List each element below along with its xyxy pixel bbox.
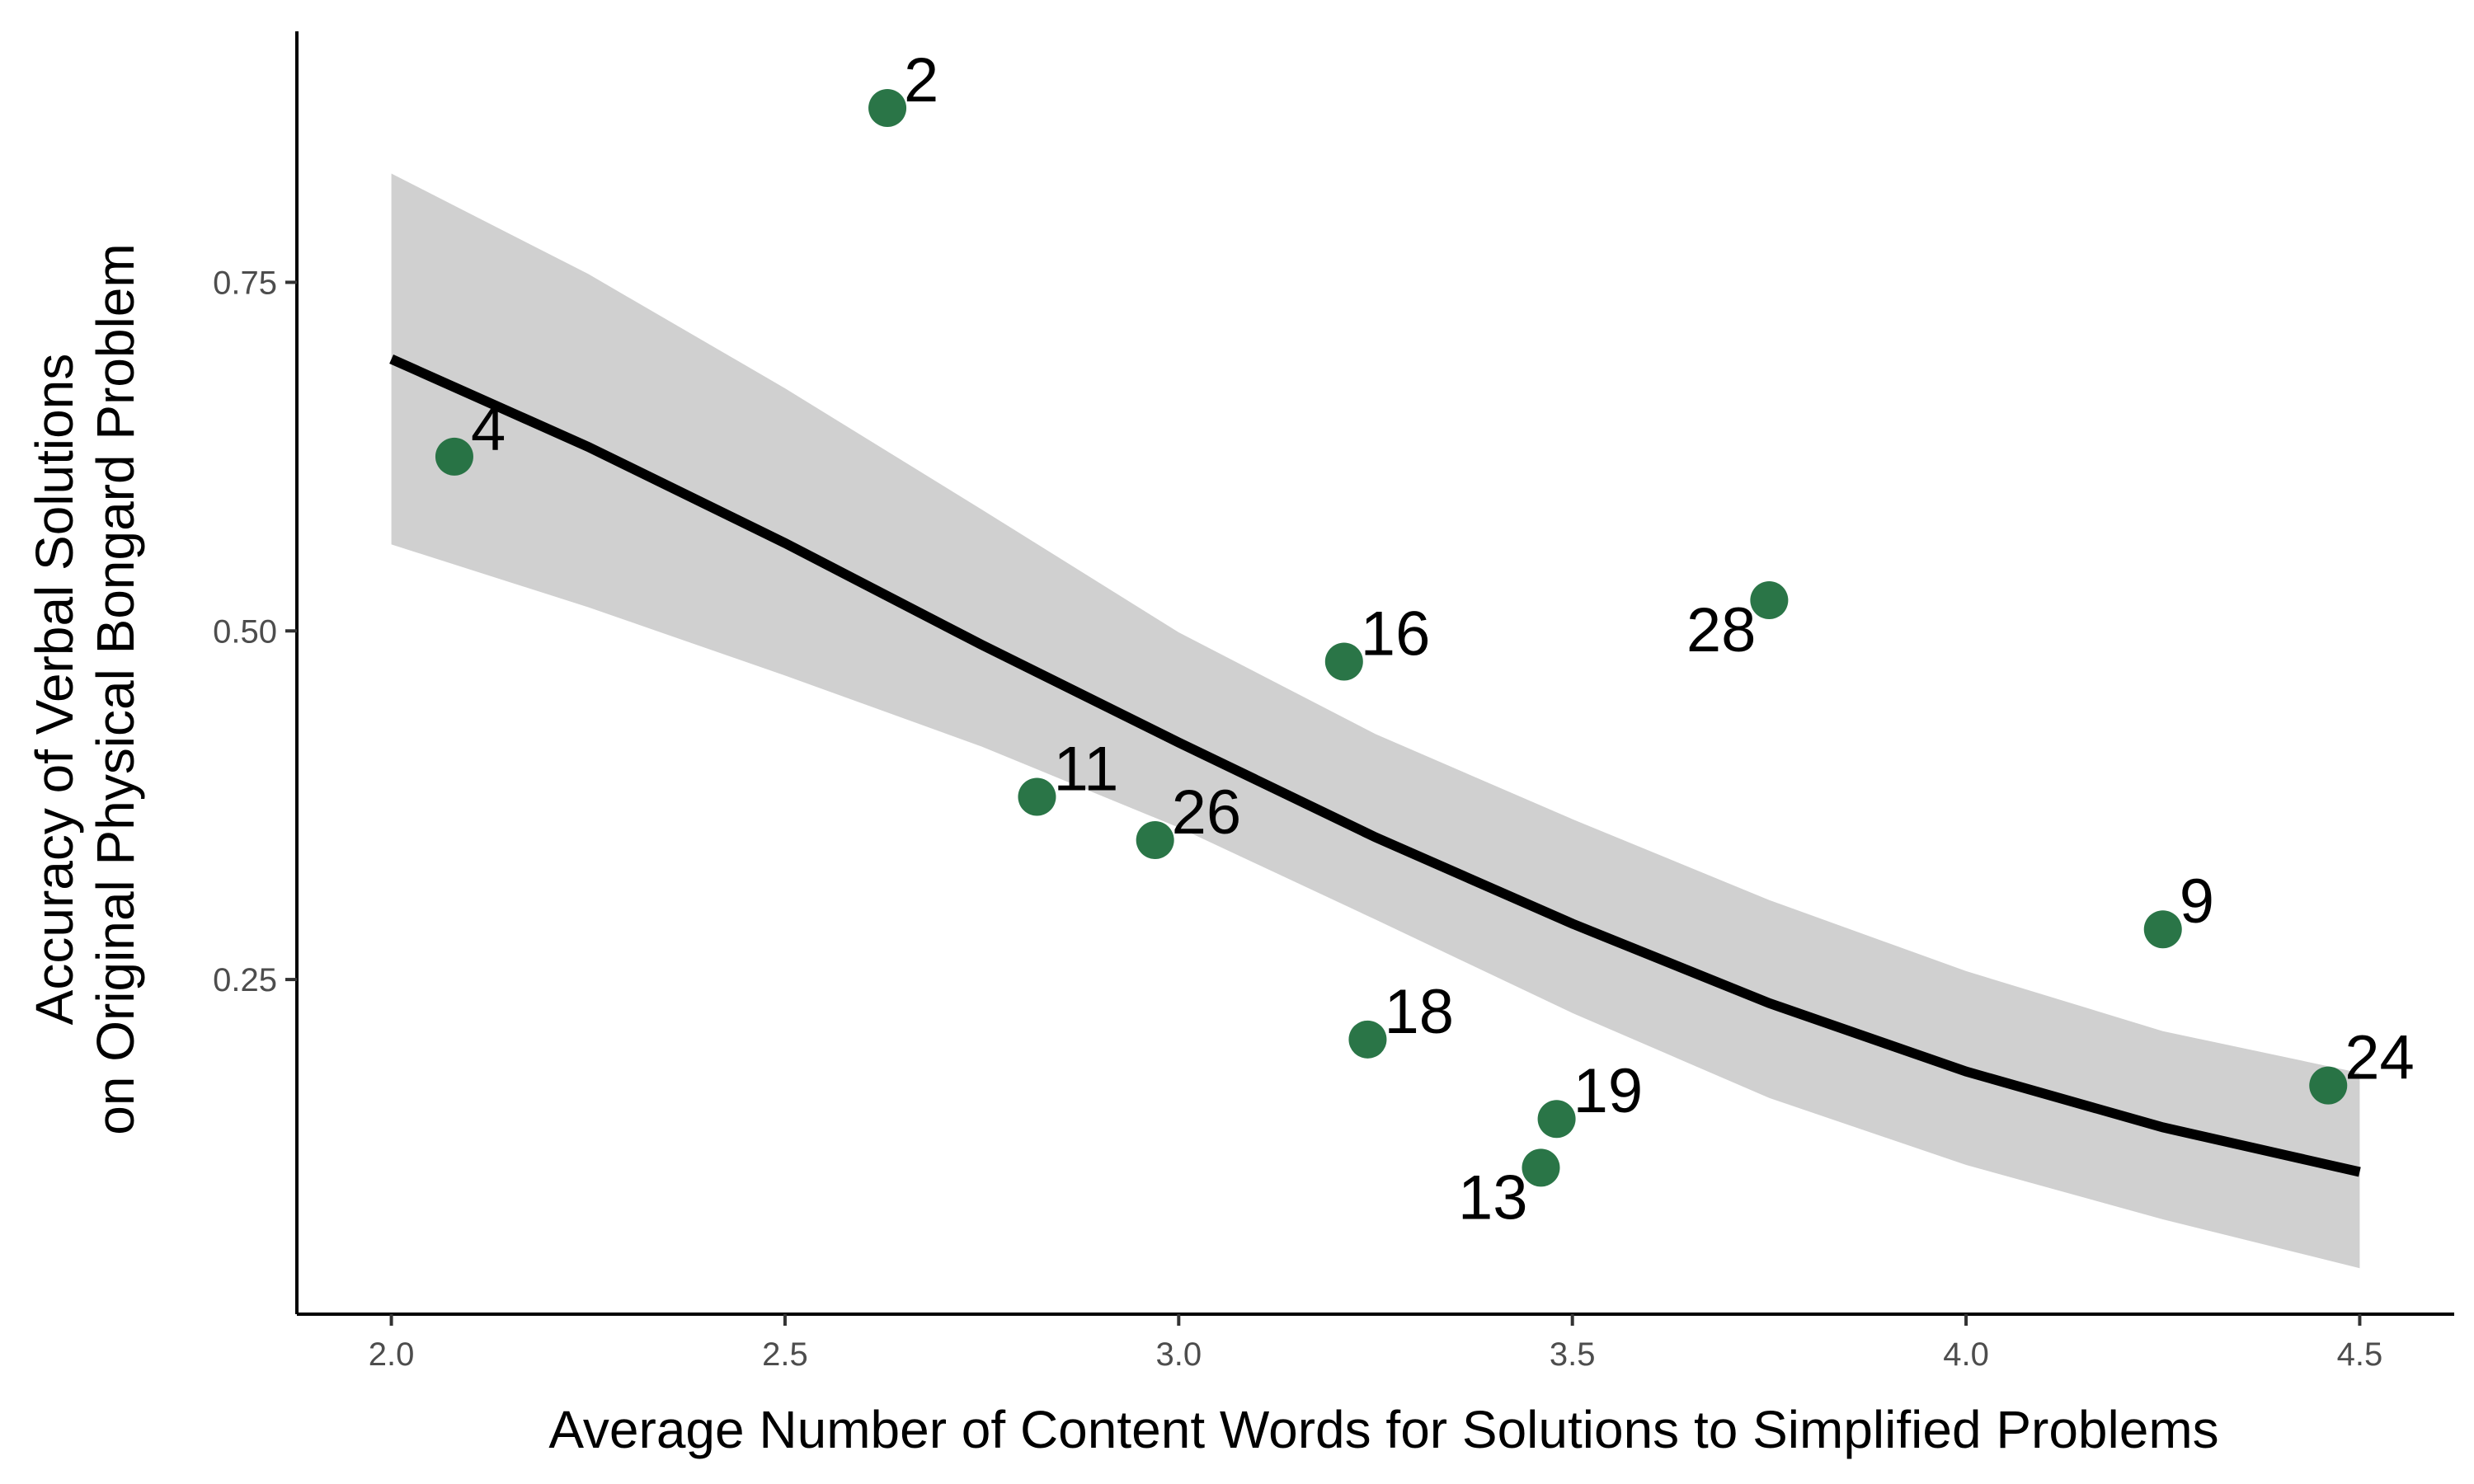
data-point <box>1348 1020 1387 1059</box>
point-label: 2 <box>904 45 938 115</box>
y-axis-title-line: Accuracy of Verbal Solutions <box>25 354 84 1026</box>
data-point <box>435 437 473 476</box>
point-label: 4 <box>471 394 506 464</box>
y-axis-title-line: on Original Physical Bongard Problem <box>86 243 145 1134</box>
y-axis-title: Accuracy of Verbal Solutionson Original … <box>25 243 145 1134</box>
point-label: 13 <box>1458 1162 1528 1233</box>
point-label: 24 <box>2345 1023 2415 1093</box>
data-point <box>2143 910 2182 949</box>
data-point <box>1136 820 1174 859</box>
data-point <box>1522 1148 1560 1187</box>
data-point <box>2309 1066 2348 1105</box>
y-tick-label: 0.50 <box>213 613 277 650</box>
point-label: 11 <box>1053 735 1118 805</box>
point-label: 9 <box>2180 866 2214 937</box>
x-axis-ticks: 2.0 2.5 3.0 3.5 4.0 4.5 <box>369 1314 2382 1373</box>
x-axis-title: Average Number of Content Words for Solu… <box>548 1400 2218 1459</box>
data-point <box>1018 777 1056 816</box>
point-label: 26 <box>1172 777 1242 848</box>
x-tick-label: 4.5 <box>2337 1336 2383 1373</box>
axes <box>295 31 2454 1316</box>
x-tick-label: 2.5 <box>762 1336 808 1373</box>
y-tick-label: 0.75 <box>213 265 277 301</box>
y-axis-ticks: 0.25 0.50 0.75 <box>213 265 297 998</box>
point-label: 28 <box>1686 595 1757 665</box>
point-label: 16 <box>1361 599 1431 669</box>
x-tick-label: 3.5 <box>1550 1336 1596 1373</box>
x-tick-label: 4.0 <box>1943 1336 1989 1373</box>
confidence-band <box>391 173 2360 1269</box>
y-tick-label: 0.25 <box>213 962 277 998</box>
point-label: 19 <box>1573 1056 1644 1126</box>
data-point <box>1537 1100 1576 1139</box>
point-label: 18 <box>1384 977 1454 1047</box>
x-tick-label: 3.0 <box>1156 1336 1202 1373</box>
data-points <box>435 89 2348 1187</box>
data-point <box>868 89 907 128</box>
data-point <box>1324 642 1363 681</box>
x-tick-label: 2.0 <box>369 1336 415 1373</box>
data-point <box>1750 581 1789 620</box>
fit-line <box>389 355 2361 1177</box>
